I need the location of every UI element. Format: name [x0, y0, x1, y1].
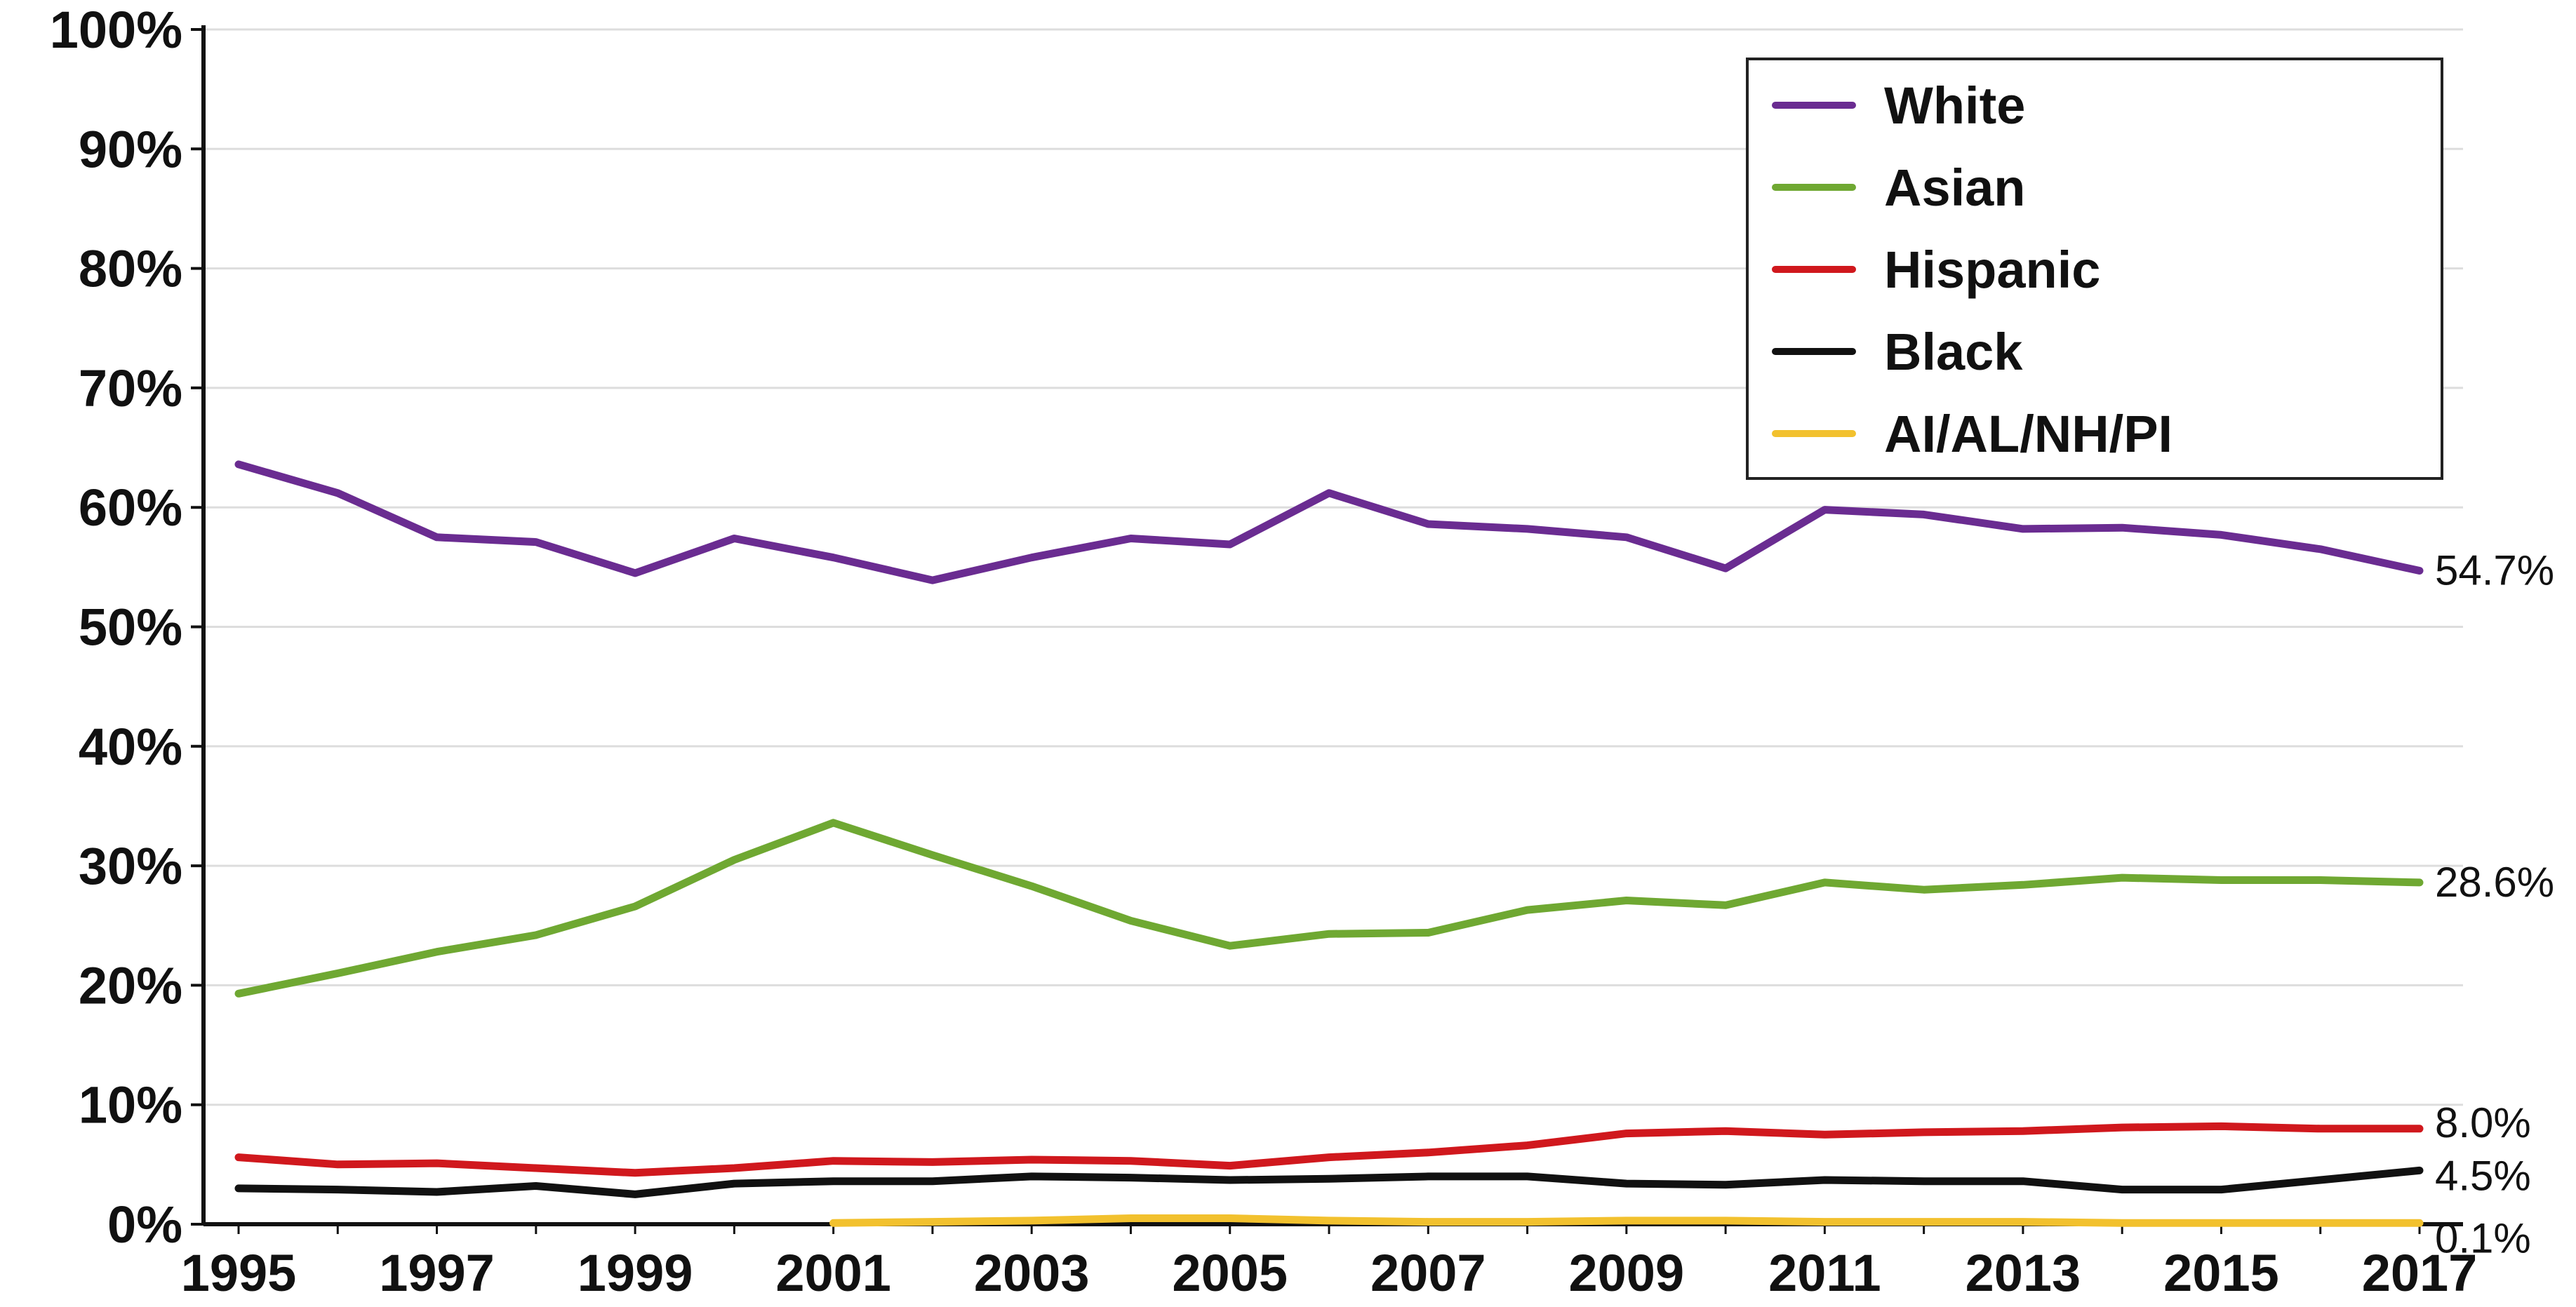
series-line-asian [234, 819, 2424, 998]
x-tick-label: 1995 [181, 1244, 297, 1302]
series-line-white [234, 460, 2424, 584]
x-tick-label: 2005 [1172, 1244, 1288, 1302]
series-line-ai-al-nh-pi [829, 1214, 2424, 1227]
x-tick-label: 1997 [379, 1244, 495, 1302]
end-label-white: 54.7% [2435, 547, 2554, 594]
y-tick-label: 60% [79, 478, 182, 537]
x-tick-label: 2013 [1966, 1244, 2081, 1302]
y-tick-label: 30% [79, 837, 182, 895]
end-value-labels: 54.7% 28.6% 8.0% 4.5% 0.1% [2435, 547, 2554, 1261]
y-tick-label: 80% [79, 240, 182, 298]
legend-label-black: Black [1884, 323, 2023, 381]
x-tick-label: 2007 [1370, 1244, 1486, 1302]
legend-box [1746, 58, 2443, 480]
x-tick-label: 2017 [2362, 1244, 2478, 1302]
end-label-ai-al-nh-pi: 0.1% [2435, 1214, 2531, 1261]
x-tick-label: 1999 [578, 1244, 693, 1302]
end-label-asian: 28.6% [2435, 859, 2554, 906]
x-tick-label: 2001 [775, 1244, 891, 1302]
x-tick-label: 2011 [1768, 1244, 1881, 1302]
x-tick-label: 2009 [1569, 1244, 1685, 1302]
legend-label-hispanic: Hispanic [1884, 241, 2100, 299]
y-tick-label: 50% [79, 598, 182, 657]
y-tick-label: 20% [79, 956, 182, 1014]
end-label-black: 4.5% [2435, 1152, 2531, 1199]
legend: White Asian Hispanic Black AI/AL/NH/PI [1746, 58, 2443, 480]
y-tick-label: 90% [79, 120, 182, 178]
y-tick-label: 70% [79, 359, 182, 417]
legend-label-asian: Asian [1884, 159, 2026, 217]
legend-label-white: White [1884, 76, 2025, 135]
y-tick-label: 100% [50, 1, 182, 59]
gridlines [203, 28, 2463, 1106]
y-tick-label: 10% [79, 1076, 182, 1134]
axes: 0% 10% 20% 30% 40% 50% 60% 70% 80% 90% 100% 1995 199… [50, 1, 2478, 1302]
series-line-black [234, 1166, 2424, 1198]
series-lines [234, 460, 2424, 1227]
legend-label-ai-al-nh-pi: AI/AL/NH/PI [1884, 405, 2173, 463]
end-label-hispanic: 8.0% [2435, 1099, 2531, 1146]
y-tick-label: 40% [79, 718, 182, 776]
y-tick-label: 0% [107, 1195, 182, 1254]
series-line-hispanic [234, 1122, 2424, 1177]
x-tick-label: 2003 [974, 1244, 1090, 1302]
x-tick-label: 2015 [2163, 1244, 2279, 1302]
